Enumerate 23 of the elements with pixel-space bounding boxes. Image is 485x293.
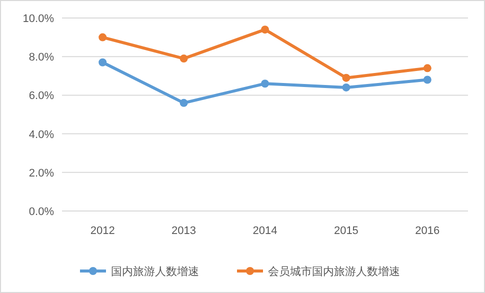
point [261,80,269,88]
point [342,74,350,82]
x-tick-label: 2016 [415,225,440,237]
point [98,33,107,42]
x-tick-label: 2015 [334,225,358,237]
point [423,64,432,72]
y-tick-label: 8.0% [28,52,54,64]
point [98,58,107,66]
y-tick-label: 2.0% [28,167,54,180]
legend-label: 会员城市国内旅游人数增速 [268,265,400,278]
point [180,98,188,107]
y-tick-label: 10.0% [22,13,54,25]
legend-label: 国内旅游人数增速 [111,265,199,278]
point [180,54,188,63]
point [261,26,269,34]
y-tick-label: 4.0% [28,128,54,141]
y-tick-label: 0.0% [28,206,54,218]
point [423,76,432,84]
point [342,83,350,92]
x-tick-label: 2012 [90,225,115,237]
x-tick-label: 2013 [172,225,196,237]
y-tick-label: 6.0% [28,90,54,102]
x-tick-label: 2014 [252,225,278,237]
